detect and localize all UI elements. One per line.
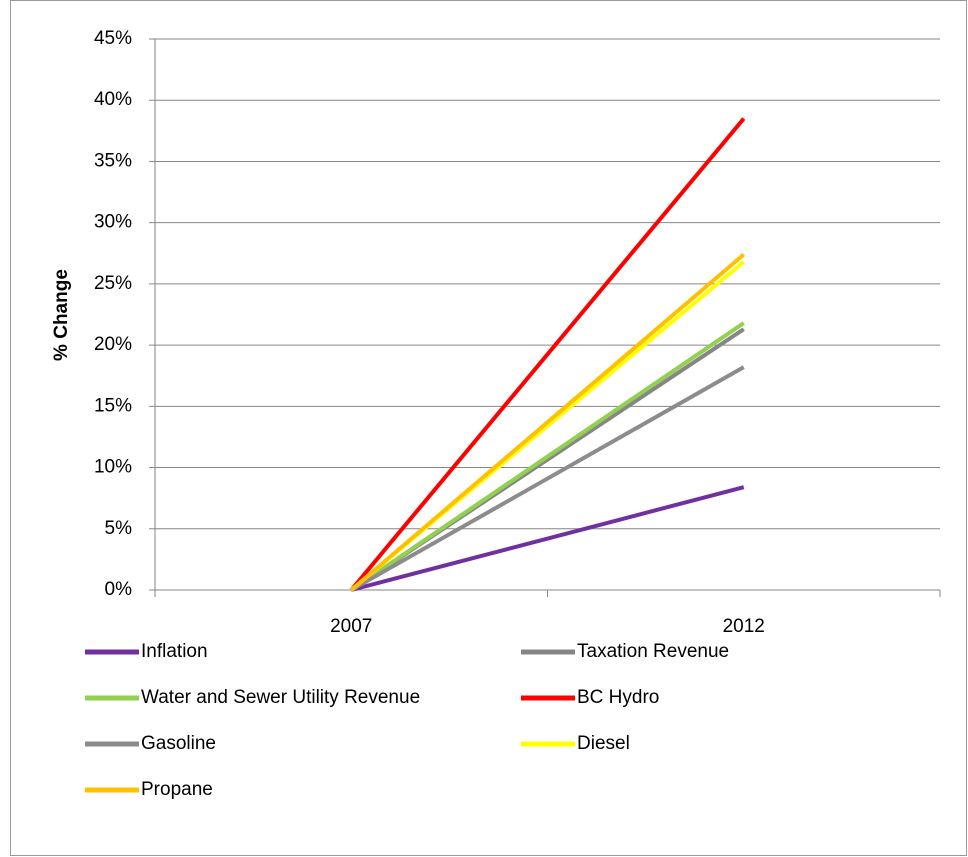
series-line	[350, 365, 745, 592]
y-tick-label: 45%	[94, 28, 132, 49]
series-line	[349, 117, 746, 592]
y-tick-label: 5%	[105, 518, 133, 539]
y-tick-label: 40%	[94, 89, 132, 110]
legend-label: Inflation	[141, 641, 208, 662]
y-tick-label: 35%	[94, 150, 132, 171]
y-tick-label: 25%	[94, 273, 132, 294]
legend-label: Water and Sewer Utility Revenue	[141, 687, 420, 708]
legend-label: Diesel	[577, 733, 630, 754]
x-tick-label: 2007	[330, 616, 372, 637]
y-tick-label: 15%	[94, 395, 132, 416]
y-tick-label: 30%	[94, 212, 132, 233]
series-line	[349, 252, 746, 592]
y-tick-label: 10%	[94, 457, 132, 478]
y-axis-title: % Change	[51, 269, 72, 361]
y-tick-label: 20%	[94, 334, 132, 355]
y-tick-label: 0%	[105, 579, 133, 600]
series-line	[350, 485, 745, 592]
legend-label: Gasoline	[141, 733, 216, 754]
legend-label: Taxation Revenue	[577, 641, 729, 662]
x-tick-label: 2012	[723, 616, 765, 637]
series-line	[350, 321, 745, 592]
legend-label: Propane	[141, 779, 213, 800]
legend-label: BC Hydro	[577, 687, 659, 708]
